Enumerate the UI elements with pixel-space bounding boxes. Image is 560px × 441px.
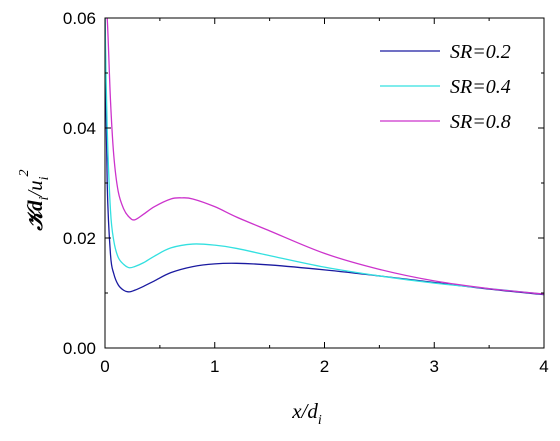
y-axis-title-sub2: i bbox=[37, 176, 52, 180]
y-axis-title: 𝒦di/ui2 bbox=[17, 169, 52, 231]
x-axis-title-main: x/d bbox=[291, 399, 318, 423]
x-axis-title-sub: i bbox=[318, 413, 322, 428]
x-tick-label: 2 bbox=[320, 357, 329, 376]
series-layer bbox=[105, 18, 544, 296]
x-tick-label: 1 bbox=[210, 357, 219, 376]
legend-label-3: SR=0.8 bbox=[450, 111, 511, 133]
x-tick-label: 0 bbox=[100, 357, 109, 376]
x-tick-label: 3 bbox=[430, 357, 439, 376]
plot-frame bbox=[104, 17, 545, 349]
y-tick-label: 0.06 bbox=[63, 9, 96, 28]
y-tick-label: 0.04 bbox=[63, 119, 96, 138]
y-tick-label: 0.00 bbox=[63, 339, 96, 358]
series-line-2 bbox=[105, 18, 544, 295]
x-axis-title: x/di bbox=[291, 399, 322, 428]
y-axis-title-mid: /u bbox=[23, 180, 47, 197]
y-axis-title-sup: 2 bbox=[17, 169, 32, 176]
series-line-3 bbox=[105, 18, 544, 295]
legend: SR=0.2 SR=0.4 SR=0.8 bbox=[380, 41, 511, 133]
y-axis-title-sub1: i bbox=[37, 197, 52, 201]
legend-label-1: SR=0.2 bbox=[450, 41, 511, 63]
ticks-layer: 0 1 2 3 4 0.00 0.02 0.04 0.06 bbox=[63, 9, 549, 376]
x-tick-label: 4 bbox=[539, 357, 548, 376]
y-axis-title-main: 𝒦d bbox=[23, 200, 47, 232]
y-tick-label: 0.02 bbox=[63, 229, 96, 248]
legend-label-2: SR=0.4 bbox=[450, 76, 511, 98]
